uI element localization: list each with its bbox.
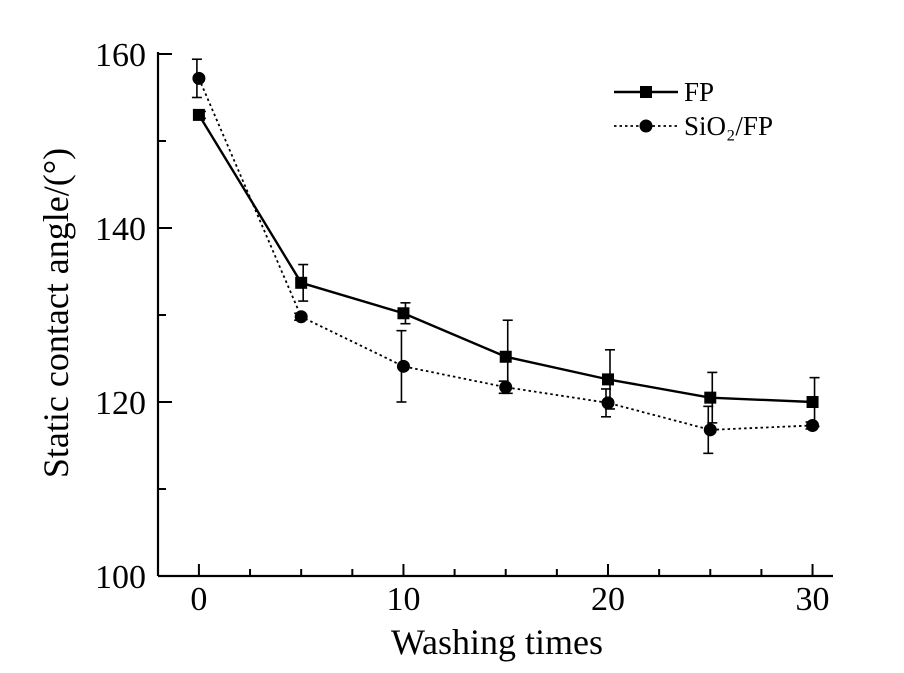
data-point-square — [397, 307, 410, 320]
data-point-circle — [396, 359, 410, 373]
x-tick-label: 30 — [796, 581, 830, 618]
data-point-circle — [703, 423, 717, 437]
y-tick-label: 100 — [95, 559, 146, 596]
data-point-square — [704, 391, 717, 404]
legend: FP SiO₂/FP — [614, 77, 773, 141]
y-tick-label: 160 — [95, 37, 146, 74]
data-point-square — [499, 350, 512, 363]
data-point-square — [192, 108, 205, 121]
legend-marker-circle — [639, 119, 653, 133]
y-tick-label: 140 — [95, 211, 146, 248]
legend-label-1: SiO₂/FP — [684, 111, 773, 141]
data-point-circle — [294, 310, 308, 324]
data-point-square — [806, 396, 819, 408]
axes-layer: 100 120 140 160 0 10 20 30 — [95, 37, 833, 618]
series-layer — [191, 58, 820, 455]
x-tick-label: 10 — [386, 581, 420, 618]
x-axis-title: Washing times — [391, 622, 603, 662]
data-point-circle — [806, 418, 820, 432]
y-tick-label: 120 — [95, 385, 146, 422]
data-point-circle — [601, 396, 615, 410]
x-tick-label: 20 — [591, 581, 625, 618]
data-point-square — [602, 373, 614, 386]
data-point-circle — [192, 71, 206, 85]
y-axis-title: Static contact angle/(°) — [36, 148, 76, 478]
data-point-square — [295, 276, 308, 289]
legend-marker-square — [640, 86, 652, 98]
legend-label-0: FP — [684, 77, 714, 107]
x-tick-label: 0 — [190, 581, 207, 618]
data-point-circle — [499, 380, 513, 394]
